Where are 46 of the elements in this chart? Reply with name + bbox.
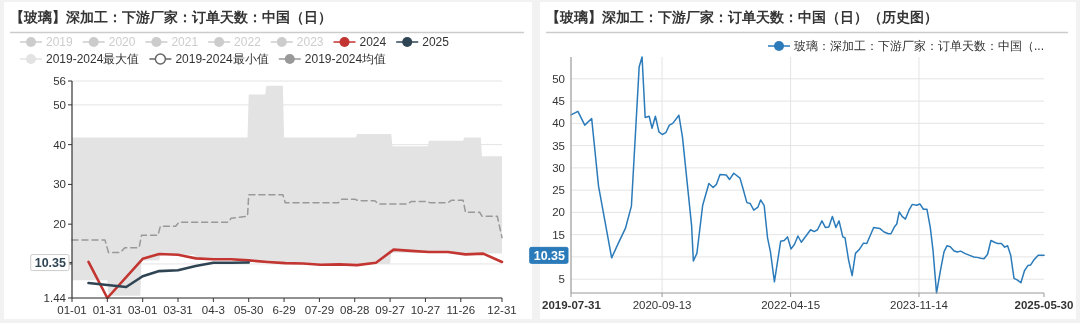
x-tick-label: 09-27 (375, 304, 405, 316)
x-tick-label: 6-29 (272, 304, 296, 316)
y-tick-label: 40 (53, 138, 66, 151)
x-tick-label: 2020-09-13 (632, 299, 692, 311)
chart-title: 【玻璃】深加工：下游厂家：订单天数：中国（日） (10, 9, 332, 25)
x-tick-label: 10-27 (410, 304, 441, 316)
y-tick-label: 20 (53, 218, 66, 231)
legend-label: 2019-2024最小值 (175, 52, 269, 66)
legend-label: 2024 (359, 35, 387, 49)
y-tick-label: 30 (53, 178, 66, 191)
y-tick-label: 50 (552, 72, 565, 85)
y-tick-label: 15 (552, 228, 565, 241)
legend-label: 玻璃：深加工：下游厂家：订单天数：中国（... (793, 39, 1044, 53)
line-series (71, 194, 503, 254)
x-tick-label: 07-29 (304, 304, 335, 316)
y-tick-label: 5 (558, 273, 565, 286)
x-tick-label: 04-3 (201, 304, 225, 316)
x-tick-label: 01-31 (92, 304, 123, 316)
x-tick-label: 03-01 (127, 304, 158, 316)
y-tick-label: 1.44 (43, 292, 67, 304)
x-tick-label: 01-01 (57, 304, 87, 316)
y-tick-label: 10.35 (533, 248, 566, 263)
y-tick-label: 40 (552, 117, 565, 130)
y-tick-label: 25 (552, 184, 565, 197)
y-tick-label: 50 (53, 98, 66, 111)
y-tick-label: 45 (552, 95, 565, 108)
x-tick-label: 2025-05-30 (1014, 299, 1074, 311)
x-tick-label: 03-31 (163, 304, 193, 316)
x-tick-label: 12-31 (487, 304, 517, 316)
legend-label: 2025 (422, 35, 450, 49)
x-tick-label: 08-28 (340, 304, 370, 316)
legend-label: 2019-2024均值 (304, 52, 387, 66)
x-tick-label: 2023-11-14 (889, 299, 949, 311)
x-tick-label: 05-30 (234, 304, 264, 316)
x-tick-label: 11-26 (446, 304, 476, 316)
y-tick-label: 20 (552, 206, 565, 219)
legend-label: 2019-2024最大值 (46, 52, 140, 66)
x-tick-label: 2022-04-15 (761, 299, 821, 311)
y-tick-label: 56 (53, 75, 66, 87)
y-tick-label: 10.35 (34, 256, 67, 271)
y-tick-label: 35 (552, 139, 565, 152)
line-series (570, 56, 1045, 294)
chart-title: 【玻璃】深加工：下游厂家：订单天数：中国（日）（历史图） (546, 9, 938, 25)
line-series (87, 261, 251, 289)
y-tick-label: 30 (552, 161, 565, 174)
x-tick-label: 2019-07-31 (542, 299, 602, 311)
